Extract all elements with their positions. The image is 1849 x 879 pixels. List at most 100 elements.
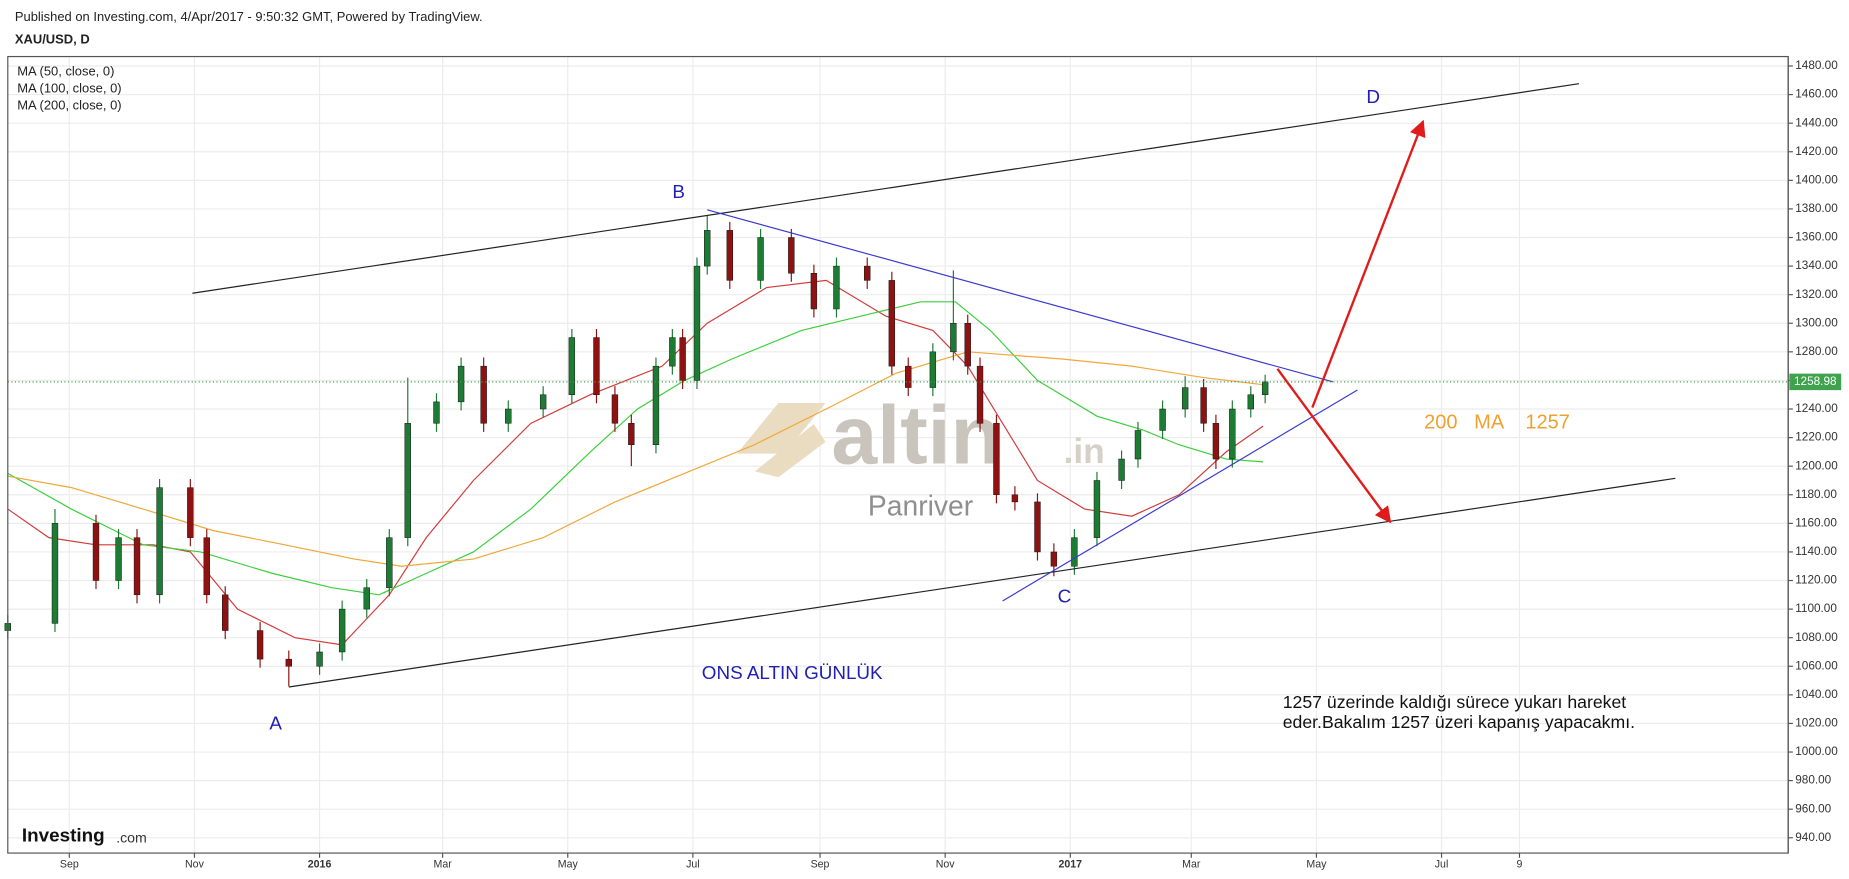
y-tick-label: 1100.00 xyxy=(1795,602,1837,615)
y-tick-label: 1080.00 xyxy=(1795,631,1838,644)
candle-body xyxy=(115,537,122,581)
candle-body xyxy=(316,651,323,667)
y-tick-label: 980.00 xyxy=(1795,774,1831,787)
candle-body xyxy=(611,394,619,424)
x-tick-label: Mar xyxy=(1182,859,1201,871)
candle-body xyxy=(993,423,1000,496)
candle-body xyxy=(285,658,292,667)
candle-body xyxy=(669,337,676,367)
x-tick-label: Mar xyxy=(434,859,453,871)
y-tick-label: 1460.00 xyxy=(1795,88,1838,101)
y-tick-label: 1200.00 xyxy=(1795,459,1838,472)
symbol: XAU/USD, D xyxy=(15,31,90,46)
y-tick-label: 1120.00 xyxy=(1795,574,1837,587)
watermark: altin .in Panriver xyxy=(737,390,1105,521)
candle-body xyxy=(1261,381,1269,395)
candle-body xyxy=(187,487,194,538)
logo-suffix: .com xyxy=(116,830,147,846)
watermark-suffix: .in xyxy=(1064,432,1105,471)
x-tick-label: May xyxy=(1306,859,1327,871)
y-tick-label: 1040.00 xyxy=(1795,688,1838,701)
y-tick-label: 1440.00 xyxy=(1795,116,1838,129)
candle-body xyxy=(203,537,210,596)
candle-body xyxy=(133,537,141,596)
x-tick-label: Sep xyxy=(60,859,79,871)
legend: MA (50, close, 0) MA (100, close, 0) MA (2… xyxy=(17,63,121,112)
x-tick-label: 2017 xyxy=(1058,859,1082,871)
y-tick-label: 1400.00 xyxy=(1795,173,1838,186)
candle-body xyxy=(1093,480,1101,538)
candle-body xyxy=(1050,551,1058,567)
last-price-box xyxy=(1789,373,1842,391)
candle-body xyxy=(1212,423,1220,460)
candle-body xyxy=(363,587,370,610)
candle-body xyxy=(593,337,600,395)
x-tick-label: Jul xyxy=(686,859,700,871)
y-tick-label: 1160.00 xyxy=(1795,516,1837,529)
y-tick-label: 1320.00 xyxy=(1795,288,1838,301)
legend-entry: MA (200, close, 0) xyxy=(17,97,121,112)
watermark-sub: Panriver xyxy=(868,489,973,521)
candle-body xyxy=(539,394,547,410)
candle-body xyxy=(1011,494,1019,503)
annotation: C xyxy=(1058,585,1072,606)
annotation: A xyxy=(269,713,282,734)
candle-body xyxy=(976,365,984,424)
candle-body xyxy=(51,523,59,624)
arrow xyxy=(1276,368,1392,524)
candle-body xyxy=(929,351,937,388)
x-tick-label: Nov xyxy=(185,859,205,871)
logo-main: Investing xyxy=(22,825,105,846)
candle-body xyxy=(1200,387,1207,424)
candle-body xyxy=(864,265,871,281)
candle-body xyxy=(888,280,896,367)
y-tick-label: 1000.00 xyxy=(1795,745,1838,758)
annotation: D xyxy=(1366,86,1380,107)
candle-body xyxy=(950,323,957,353)
plot xyxy=(4,83,1789,688)
candle-body xyxy=(704,230,711,267)
y-tick-label: 1420.00 xyxy=(1795,145,1838,158)
candle-body xyxy=(628,423,635,445)
trend-line xyxy=(192,83,1580,294)
candle-body xyxy=(1034,501,1041,553)
candle-body xyxy=(404,423,411,538)
watermark-icon xyxy=(737,402,826,478)
candle-body xyxy=(833,265,840,310)
trend-line xyxy=(1002,389,1358,602)
published-line: Published on Investing.com, 4/Apr/2017 -… xyxy=(15,9,483,24)
y-tick-label: 1360.00 xyxy=(1795,231,1838,244)
candle-body xyxy=(788,237,795,274)
candle-body xyxy=(810,272,818,310)
annotation: B xyxy=(672,181,685,202)
candle-body xyxy=(693,265,701,381)
y-tick-label: 1220.00 xyxy=(1795,431,1838,444)
candle-body xyxy=(457,365,465,403)
candle-body xyxy=(386,537,393,588)
trend-line xyxy=(707,209,1333,383)
y-tick-label: 1380.00 xyxy=(1795,202,1838,215)
grid xyxy=(7,56,1789,854)
x-tick-label: Jul xyxy=(1435,859,1449,871)
candle-body xyxy=(156,487,163,596)
candle-body xyxy=(1229,408,1236,460)
legend-entry: MA (50, close, 0) xyxy=(17,63,114,78)
y-tick-label: 1060.00 xyxy=(1795,659,1838,672)
watermark-main: altin xyxy=(831,390,1001,482)
candle-body xyxy=(679,337,686,381)
candle-body xyxy=(1134,430,1142,460)
annotation: 200 MA 1257 xyxy=(1424,411,1570,433)
x-tick-label: 2016 xyxy=(308,859,332,871)
candle-body xyxy=(1159,408,1166,431)
x-tick-label: 9 xyxy=(1517,859,1523,871)
y-tick-label: 960.00 xyxy=(1795,802,1831,815)
candle-body xyxy=(1181,387,1189,410)
candle-body xyxy=(726,230,733,281)
candle-body xyxy=(568,337,576,395)
candle-body xyxy=(757,237,764,281)
y-tick-label: 1140.00 xyxy=(1795,545,1837,558)
candle-body xyxy=(433,401,440,424)
y-tick-label: 1340.00 xyxy=(1795,259,1838,272)
